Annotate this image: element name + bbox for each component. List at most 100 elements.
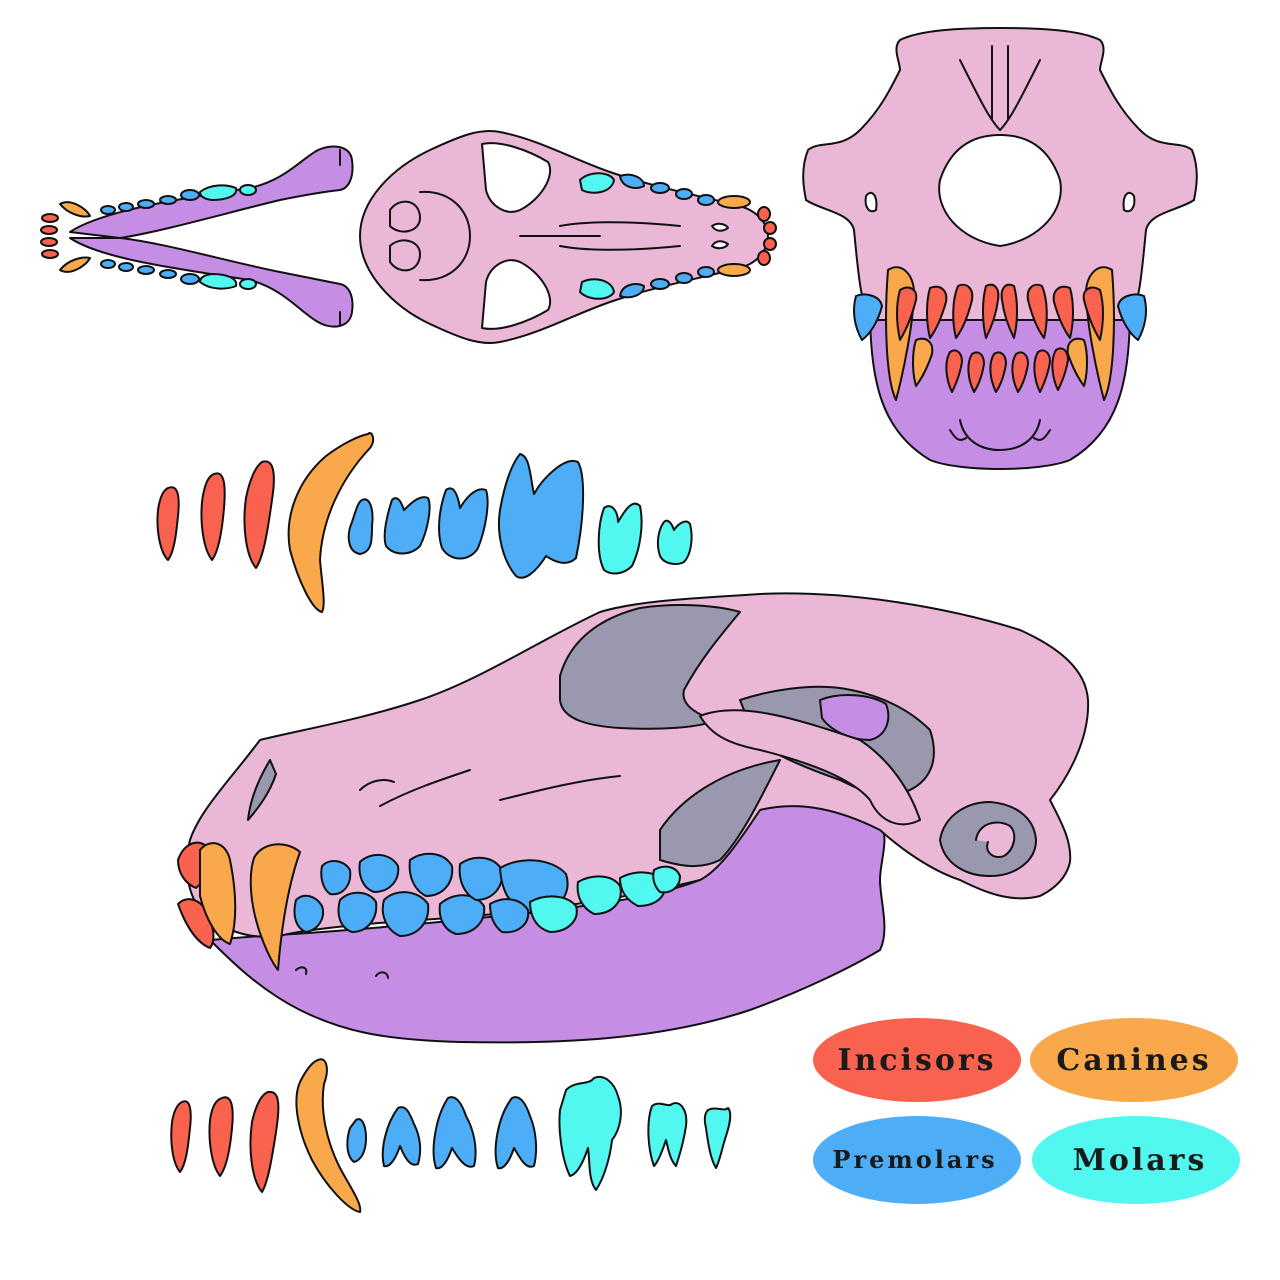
mandible-premolars-upper-row	[100, 189, 200, 215]
upper-tooth-row	[156, 432, 693, 613]
orbit-opening	[1122, 191, 1136, 213]
mental-foramen	[295, 966, 389, 979]
palatine-foramen	[711, 222, 729, 232]
frontal-lower-incisors	[945, 347, 1069, 393]
incisor-tooth	[757, 206, 771, 222]
premolar-tooth	[697, 194, 715, 206]
chin-contour	[949, 419, 1051, 451]
legend-item-premolars: Premolars	[813, 1116, 1021, 1204]
mandible-premolars-lower-row	[100, 259, 200, 285]
temporal-fossa-inner	[819, 694, 890, 741]
legend: Incisors Canines Premolars Molars	[813, 1018, 1240, 1204]
incisor-tooth	[170, 1100, 192, 1173]
incisor-tooth	[1011, 351, 1029, 393]
incisor-tooth	[156, 486, 180, 561]
incisor-tooth	[763, 237, 777, 251]
molar-tooth	[558, 1076, 622, 1191]
canine-tooth	[59, 201, 91, 218]
molar-tooth	[529, 895, 578, 933]
molar-tooth	[576, 875, 622, 915]
incisor-tooth	[1033, 349, 1051, 393]
jaw-shadow	[659, 759, 781, 867]
premolar-tooth	[619, 173, 645, 189]
incisor-tooth	[1051, 347, 1069, 391]
premolar-tooth	[853, 293, 883, 341]
nasal-shadow	[247, 759, 277, 821]
incisor-tooth	[896, 286, 918, 341]
premolar-tooth	[432, 1096, 477, 1170]
premolar-tooth	[159, 269, 177, 279]
canine-tooth	[249, 843, 301, 971]
premolar-tooth	[458, 856, 504, 901]
premolar-tooth	[650, 182, 670, 194]
zygomatic-arch	[699, 709, 921, 826]
sagittal-crest	[959, 45, 1041, 131]
molar-tooth	[579, 278, 615, 300]
canine-tooth	[199, 842, 237, 945]
lower-tooth-row	[170, 1058, 732, 1213]
molar-tooth	[647, 1102, 688, 1167]
premolar-tooth	[1117, 293, 1147, 341]
premolar-tooth	[100, 259, 116, 269]
skull-suture	[359, 769, 621, 807]
incisor-tooth	[952, 283, 974, 339]
canine-tooth	[1066, 337, 1088, 387]
molar-tooth	[239, 184, 257, 196]
legend-label-incisors: Incisors	[837, 1043, 996, 1078]
foramen-magnum	[938, 134, 1062, 247]
incisor-tooth	[1082, 286, 1104, 341]
canine-tooth	[912, 337, 934, 387]
premolar-tooth	[118, 262, 134, 272]
premolar-tooth	[381, 1106, 422, 1168]
skull-ventral-ridge	[419, 190, 471, 282]
mandible-molars-lower-row	[199, 273, 257, 290]
incisor-tooth	[40, 225, 58, 235]
molar-tooth	[579, 172, 615, 194]
premolar-tooth	[320, 860, 352, 896]
skull-incisors	[757, 206, 777, 266]
legend-item-canines: Canines	[1030, 1018, 1238, 1102]
incisor-tooth	[1026, 283, 1048, 339]
premolar-tooth	[489, 898, 530, 934]
skull-lateral-view	[177, 592, 1090, 1044]
molar-tooth	[652, 865, 681, 894]
incisor-tooth	[1052, 285, 1074, 339]
premolar-tooth	[494, 1096, 538, 1170]
premolar-tooth	[381, 891, 430, 937]
molar-tooth	[597, 502, 643, 575]
skull-premolars-upper-row	[619, 173, 715, 206]
molar-tooth	[703, 1107, 732, 1169]
ear-spiral	[975, 821, 1016, 858]
incisor-tooth	[989, 351, 1007, 393]
mandible-incisors	[40, 213, 59, 259]
molar-tooth	[656, 519, 693, 565]
premolars-swatch-icon	[813, 1116, 1021, 1204]
canine-tooth	[295, 1058, 362, 1213]
incisor-tooth	[243, 460, 275, 569]
skull-frontal-view	[802, 27, 1198, 470]
skull-window	[481, 142, 551, 213]
premolar-tooth	[358, 854, 400, 893]
skull-premolars-lower-row	[619, 266, 715, 299]
premolar-tooth	[383, 496, 431, 555]
incisor-tooth	[249, 1090, 280, 1193]
mandible-body-lower	[69, 237, 354, 328]
legend-label-molars: Molars	[1073, 1143, 1208, 1178]
incisor-tooth	[40, 237, 58, 247]
canine-tooth	[287, 432, 375, 613]
premolar-tooth	[118, 202, 134, 212]
molars-swatch-icon	[1032, 1116, 1240, 1204]
skull-molars-lower-row	[579, 278, 615, 300]
orbit-shadow	[559, 604, 741, 730]
premolar-tooth	[180, 189, 200, 201]
incisor-tooth	[967, 351, 985, 393]
legend-item-incisors: Incisors	[813, 1018, 1021, 1102]
premolar-tooth	[293, 894, 324, 933]
premolar-tooth	[159, 195, 177, 205]
incisor-tooth	[41, 249, 59, 259]
premolar-tooth	[346, 1118, 367, 1163]
incisor-tooth	[757, 250, 771, 266]
skull-ventral-ridge	[389, 239, 421, 272]
incisor-tooth	[208, 1096, 234, 1177]
